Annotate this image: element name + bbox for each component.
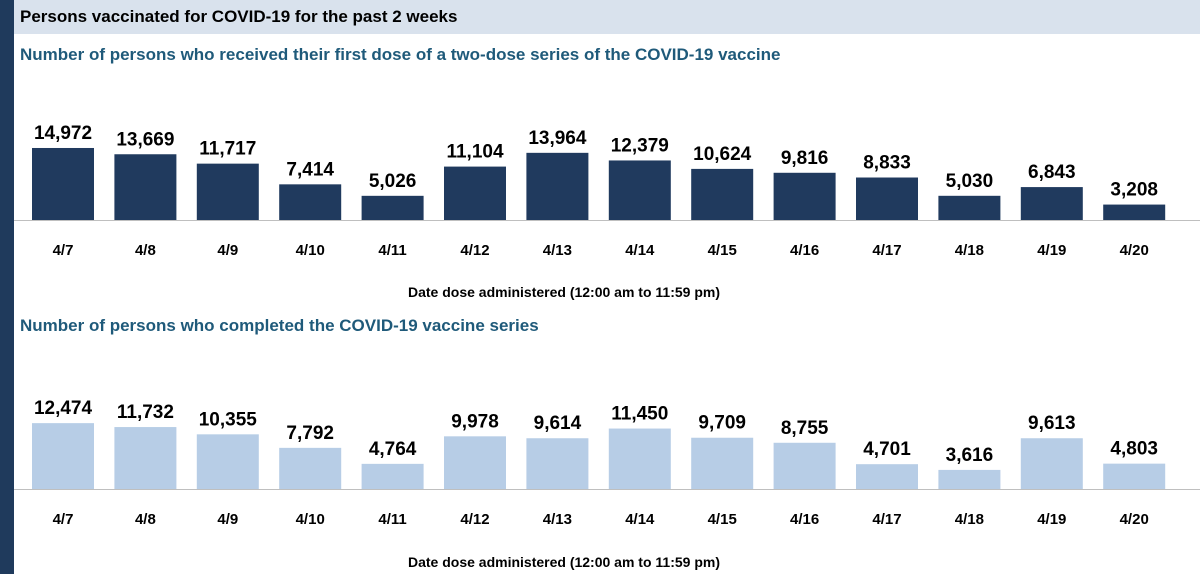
x-tick-label: 4/7	[53, 242, 74, 259]
x-tick-label: 4/17	[872, 511, 901, 528]
x-axis-label: Date dose administered (12:00 am to 11:5…	[408, 554, 720, 570]
x-tick-label: 4/10	[296, 242, 325, 259]
data-label: 13,964	[528, 128, 587, 149]
bar-4-10	[279, 184, 342, 220]
data-label: 13,669	[116, 129, 174, 150]
bar-4-17	[856, 177, 918, 220]
data-label: 10,624	[693, 144, 752, 165]
x-tick-label: 4/15	[708, 511, 737, 528]
x-axis-label: Date dose administered (12:00 am to 11:5…	[408, 284, 720, 300]
chart-2-title: Number of persons who completed the COVI…	[20, 316, 539, 335]
x-tick-label: 4/13	[543, 242, 572, 259]
data-label: 4,803	[1110, 439, 1158, 460]
bar-4-19	[1020, 438, 1083, 489]
x-tick-label: 4/19	[1037, 242, 1066, 259]
bar-4-11	[361, 463, 424, 489]
bar-4-13	[526, 152, 589, 220]
left-accent-bar	[0, 0, 14, 574]
bar-4-15	[691, 437, 754, 489]
bar-4-13	[526, 438, 589, 489]
bar-4-10	[279, 447, 342, 489]
x-tick-label: 4/8	[135, 511, 156, 528]
x-tick-label: 4/18	[955, 242, 984, 259]
x-tick-label: 4/20	[1120, 242, 1149, 259]
x-tick-label: 4/7	[53, 511, 74, 528]
data-label: 4,701	[863, 439, 911, 460]
bar-4-20	[1103, 463, 1166, 489]
bar-4-12	[444, 436, 506, 489]
x-tick-label: 4/8	[135, 242, 156, 259]
x-tick-label: 4/11	[378, 242, 406, 259]
bar-4-12	[444, 166, 506, 220]
x-tick-label: 4/19	[1037, 511, 1066, 528]
bar-4-18	[938, 469, 1001, 489]
x-tick-label: 4/17	[872, 242, 901, 259]
bar-4-18	[938, 195, 1001, 220]
data-label: 10,355	[199, 409, 258, 430]
bar-4-11	[361, 195, 424, 220]
data-label: 11,450	[611, 404, 668, 425]
x-tick-label: 4/20	[1120, 511, 1149, 528]
data-label: 11,717	[199, 139, 256, 160]
x-tick-label: 4/9	[217, 242, 238, 259]
page-title: Persons vaccinated for COVID-19 for the …	[20, 7, 458, 26]
data-label: 14,972	[34, 123, 92, 144]
data-label: 5,030	[946, 171, 994, 192]
data-label: 9,709	[698, 413, 746, 434]
x-tick-label: 4/12	[460, 511, 489, 528]
bar-4-16	[773, 442, 836, 489]
bar-4-16	[773, 172, 836, 220]
x-tick-label: 4/16	[790, 242, 819, 259]
bar-4-9	[196, 163, 259, 220]
bar-4-7	[32, 147, 94, 220]
data-label: 4,764	[369, 439, 417, 460]
chart-1-title: Number of persons who received their fir…	[20, 45, 781, 64]
chart-completed-series: 12,474 4/7 11,732 4/8 10,355 4/9 7,792 4/10 4,76…	[14, 398, 1200, 570]
bar-4-15	[691, 168, 754, 220]
x-tick-label: 4/18	[955, 511, 984, 528]
data-label: 7,414	[286, 159, 334, 180]
x-tick-label: 4/15	[708, 242, 737, 259]
x-tick-label: 4/13	[543, 511, 572, 528]
chart-first-dose: 14,972 4/7 13,669 4/8 11,717 4/9 7,414 4/10 5,02…	[14, 123, 1200, 300]
bar-4-17	[856, 464, 918, 489]
bar-4-9	[196, 434, 259, 489]
bar-4-14	[608, 428, 671, 489]
data-label: 9,978	[451, 411, 499, 432]
bar-4-8	[114, 154, 177, 220]
data-label: 9,614	[534, 413, 582, 434]
x-tick-label: 4/14	[625, 242, 655, 259]
bar-4-7	[32, 423, 94, 489]
data-label: 5,026	[369, 171, 417, 192]
x-tick-label: 4/14	[625, 511, 655, 528]
data-label: 6,843	[1028, 162, 1076, 183]
x-tick-label: 4/9	[217, 511, 238, 528]
x-tick-label: 4/16	[790, 511, 819, 528]
data-label: 9,613	[1028, 413, 1076, 434]
bar-4-20	[1103, 204, 1166, 220]
data-label: 3,616	[946, 445, 994, 466]
data-label: 9,816	[781, 148, 829, 169]
data-label: 7,792	[286, 423, 334, 444]
bar-4-14	[608, 160, 671, 220]
bar-4-8	[114, 427, 177, 489]
data-label: 12,379	[611, 135, 669, 156]
data-label: 11,732	[117, 402, 174, 423]
data-label: 8,833	[863, 153, 911, 174]
x-tick-label: 4/10	[296, 511, 325, 528]
data-label: 3,208	[1110, 180, 1158, 201]
bar-4-19	[1020, 187, 1083, 220]
x-tick-label: 4/12	[460, 242, 489, 259]
x-tick-label: 4/11	[378, 511, 406, 528]
data-label: 12,474	[34, 398, 93, 419]
data-label: 8,755	[781, 418, 829, 439]
data-label: 11,104	[446, 142, 503, 163]
header-bar	[14, 0, 1200, 34]
